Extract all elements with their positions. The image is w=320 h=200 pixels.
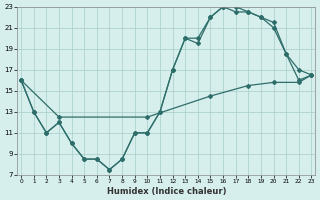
- X-axis label: Humidex (Indice chaleur): Humidex (Indice chaleur): [107, 187, 226, 196]
